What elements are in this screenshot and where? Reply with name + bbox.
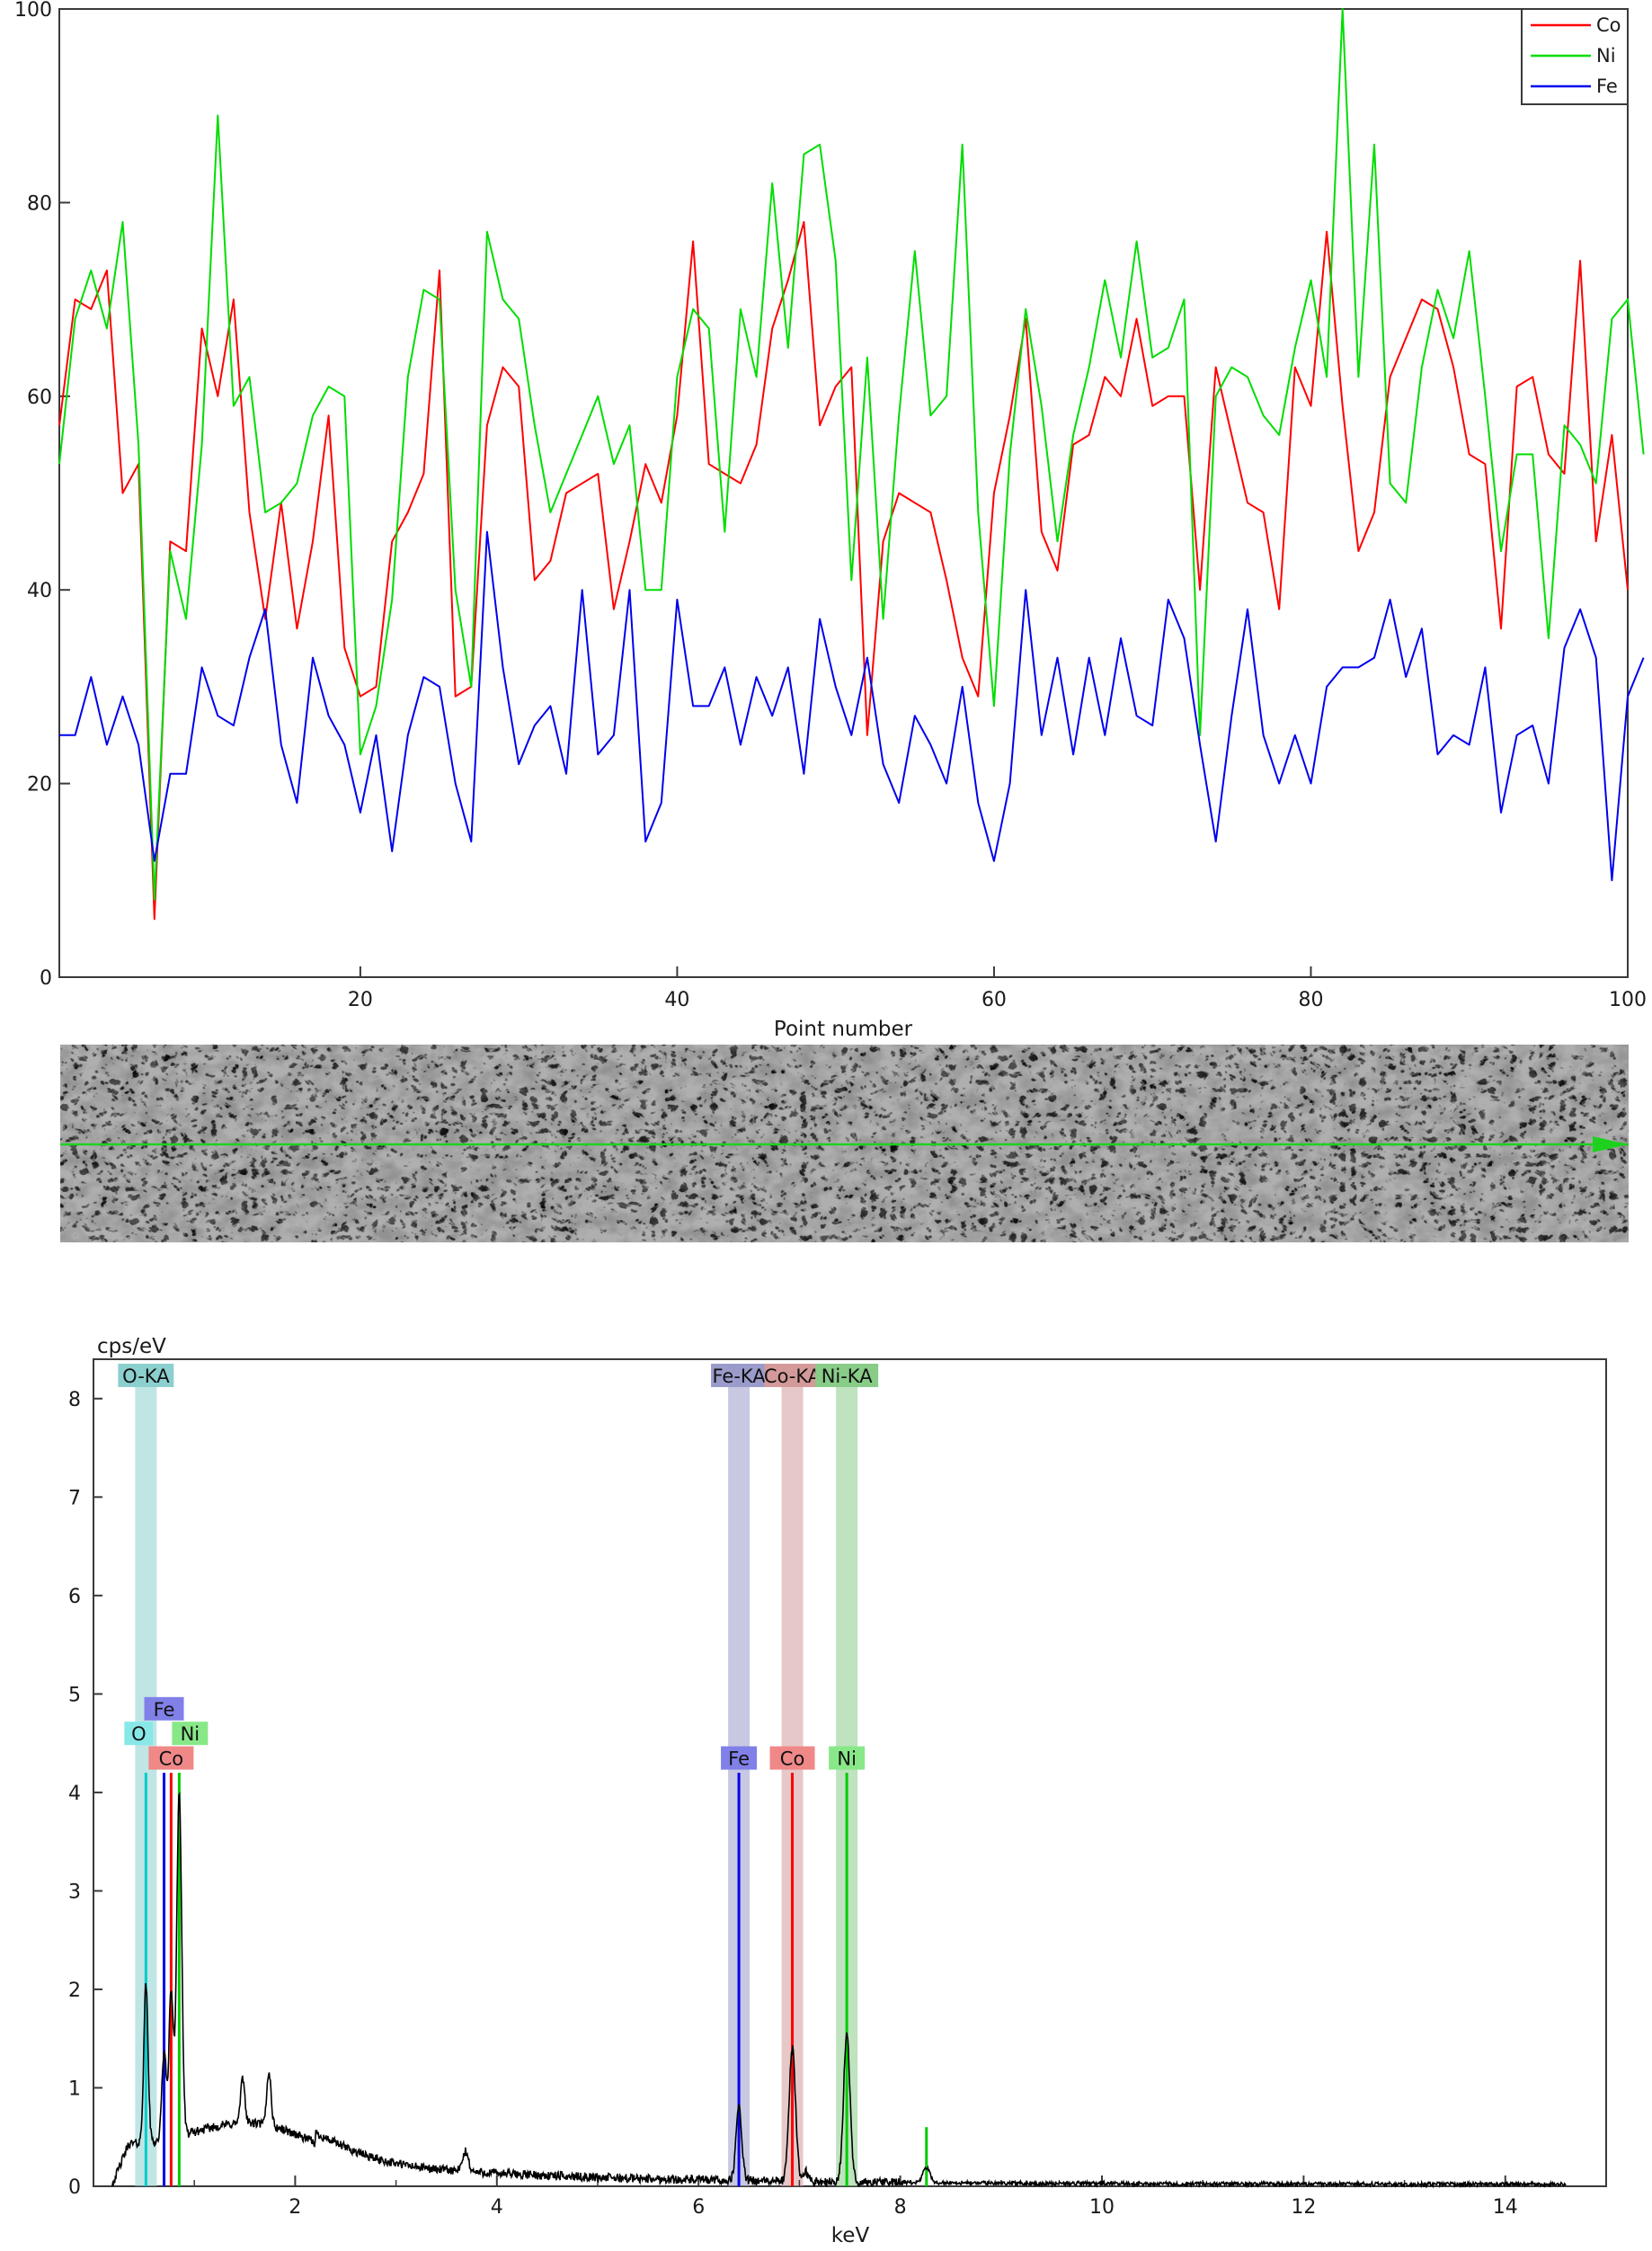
element-tag-text: Ni — [181, 1723, 200, 1745]
x-tick-label: 60 — [981, 989, 1007, 1011]
x-tick-label: 40 — [664, 989, 689, 1011]
x-tick-label: 80 — [1298, 989, 1323, 1011]
band-label-text: O-KA — [122, 1366, 170, 1387]
band-label-co-ka: Co-KA — [764, 1364, 822, 1387]
eds-spectrum-line — [111, 1791, 1567, 2189]
x-tick-label: 4 — [491, 2196, 503, 2219]
band-label-box — [764, 1364, 821, 1387]
line-profile-y-ticks: 0 20 40 60 80 100 — [14, 0, 70, 990]
element-tag-box — [721, 1746, 758, 1770]
band-label-ni-ka: Ni-KA — [815, 1364, 879, 1387]
y-tick-label: 5 — [68, 1684, 81, 1706]
eds-x-ticks: 2 4 6 8 10 12 14 — [193, 2175, 1518, 2219]
y-tick-label: 2 — [68, 1980, 81, 2002]
element-tag-text: O — [131, 1723, 147, 1745]
element-tag-box — [769, 1746, 815, 1770]
element-tag-co: Co — [769, 1746, 815, 1770]
y-tick-label: 60 — [27, 387, 52, 409]
element-tag-text: Fe — [154, 1699, 175, 1721]
y-tick-label: 0 — [68, 2176, 81, 2199]
y-tick-label: 3 — [68, 1881, 81, 1903]
band-label-box — [711, 1364, 768, 1387]
line-profile-x-ticks: 20 40 60 80 100 — [348, 966, 1647, 1011]
eds-element-tags: Fe O Ni Co Fe Co Ni — [124, 1696, 866, 1770]
legend-label-co: Co — [1596, 14, 1621, 36]
y-tick-label: 0 — [40, 967, 52, 990]
y-tick-label: 40 — [27, 580, 52, 602]
series-line-ni — [58, 8, 1645, 901]
line-profile-series — [58, 8, 1645, 921]
eds-y-ticks: 0 1 2 3 4 5 6 7 8 — [68, 1389, 102, 2199]
band-label-box — [815, 1364, 879, 1387]
y-tick-label: 7 — [68, 1487, 81, 1509]
element-tag-ni: Ni — [172, 1722, 209, 1746]
x-tick-label: 20 — [348, 989, 373, 1011]
y-tick-label: 4 — [68, 1783, 81, 1805]
sem-micrograph-strip — [60, 1045, 1629, 1242]
band-label-fe-ka: Fe-KA — [711, 1364, 768, 1387]
band-label-text: Co-KA — [764, 1366, 822, 1387]
x-tick-label: 12 — [1291, 2196, 1316, 2219]
element-tag-o: O — [124, 1722, 154, 1746]
y-tick-label: 8 — [68, 1389, 81, 1411]
series-line-fe — [59, 530, 1645, 882]
legend-label-fe: Fe — [1596, 76, 1618, 97]
line-profile-plot-area — [58, 8, 1629, 978]
y-tick-label: 20 — [27, 774, 52, 796]
y-tick-label: 80 — [27, 192, 52, 215]
band-label-box — [118, 1364, 174, 1387]
scan-direction-arrow-icon — [1593, 1136, 1629, 1152]
element-tag-box — [172, 1722, 209, 1746]
x-tick-label: 2 — [289, 2196, 301, 2219]
eds-x-axis-label: keV — [831, 2224, 870, 2247]
element-tag-text: Co — [780, 1748, 805, 1770]
legend-label-ni: Ni — [1596, 45, 1616, 67]
x-tick-label: 10 — [1089, 2196, 1115, 2219]
element-tag-box — [148, 1746, 194, 1770]
y-tick-label: 1 — [68, 2078, 81, 2100]
eds-element-markers — [144, 1773, 928, 2186]
line-profile-chart: 0 20 40 60 80 100 20 40 60 80 100 Point number Co… — [14, 0, 1647, 1041]
band-label-o-ka: O-KA — [118, 1364, 174, 1387]
line-profile-x-axis-label: Point number — [774, 1018, 913, 1041]
eds-y-units-label: cps/eV — [97, 1335, 166, 1358]
element-tag-box — [124, 1722, 154, 1746]
element-tag-fe: Fe — [144, 1696, 184, 1721]
element-tag-text: Fe — [728, 1748, 750, 1770]
element-tag-box — [144, 1696, 184, 1721]
y-tick-label: 100 — [14, 0, 52, 22]
element-tag-ni: Ni — [829, 1746, 866, 1770]
line-profile-legend: Co Ni Fe — [1521, 8, 1629, 105]
element-tag-fe: Fe — [721, 1746, 758, 1770]
band-label-text: Fe-KA — [712, 1366, 766, 1387]
series-line-co — [58, 220, 1629, 921]
element-tag-text: Co — [159, 1748, 184, 1770]
x-tick-label: 8 — [894, 2196, 907, 2219]
x-tick-label: 14 — [1493, 2196, 1518, 2219]
y-tick-label: 6 — [68, 1586, 81, 1608]
element-tag-co: Co — [148, 1746, 194, 1770]
element-tag-box — [829, 1746, 866, 1770]
band-label-text: Ni-KA — [822, 1366, 874, 1387]
element-tag-text: Ni — [837, 1748, 857, 1770]
x-tick-label: 100 — [1609, 989, 1647, 1011]
x-tick-label: 6 — [692, 2196, 705, 2219]
